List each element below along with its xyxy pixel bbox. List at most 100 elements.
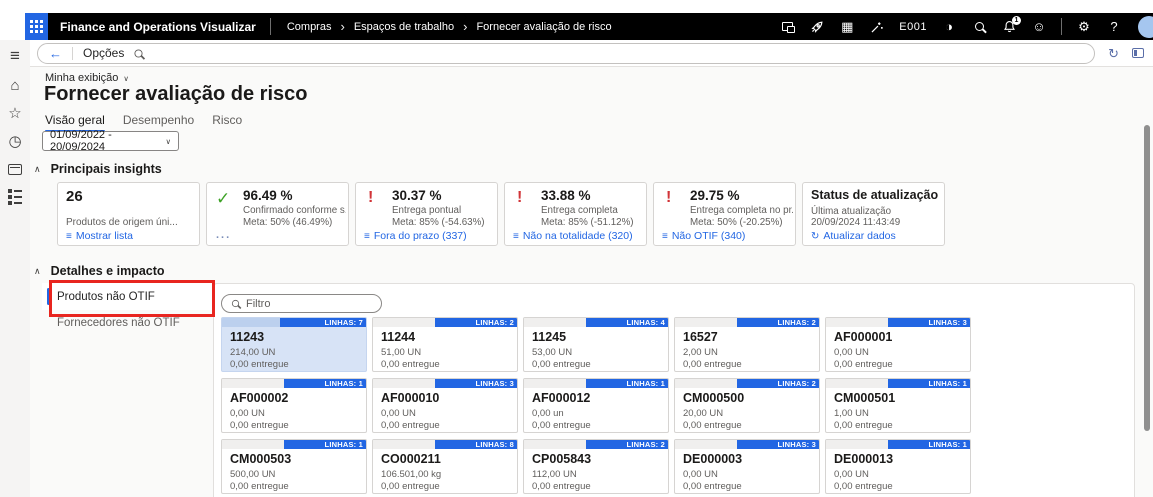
product-tile[interactable]: LINHAS: 8 CO000211 106.501,00 kg 0,00 en… bbox=[372, 439, 518, 494]
vertical-scrollbar[interactable] bbox=[1144, 125, 1150, 431]
kpi-value: 30.37 % bbox=[392, 188, 442, 203]
help-icon[interactable]: ? bbox=[1110, 19, 1118, 34]
tile-lines-label: LINHAS: 3 bbox=[736, 440, 819, 449]
home-icon[interactable]: ⌂ bbox=[10, 76, 20, 94]
breadcrumb-item[interactable]: Espaços de trabalho bbox=[353, 20, 455, 33]
not-full-link[interactable]: ≡ Não na totalidade (320) bbox=[513, 230, 633, 242]
refresh-icon[interactable]: ↻ bbox=[1108, 45, 1119, 61]
breadcrumb-item[interactable]: Fornecer avaliação de risco bbox=[476, 20, 612, 33]
kpi-card-on-time[interactable]: ! 30.37 % Entrega pontual Meta: 85% (-54… bbox=[355, 182, 498, 246]
command-bar-right: ↻ bbox=[1108, 47, 1153, 60]
tile-lines-label: LINHAS: 2 bbox=[585, 440, 668, 449]
tile-quantity: 0,00 UN bbox=[834, 347, 869, 358]
insights-section-title: Principais insights bbox=[50, 162, 162, 176]
more-link[interactable]: ... bbox=[216, 229, 232, 241]
kpi-card-otif[interactable]: ! 29.75 % Entrega completa no pr... Meta… bbox=[653, 182, 796, 246]
product-tile[interactable]: LINHAS: 2 11244 51,00 UN 0,00 entregue bbox=[372, 317, 518, 372]
details-nav-item[interactable]: Fornecedores não OTIF bbox=[57, 316, 180, 329]
product-tile[interactable]: LINHAS: 1 CM000501 1,00 UN 0,00 entregue bbox=[825, 378, 971, 433]
topbar-divider bbox=[269, 18, 271, 35]
tile-delivered: 0,00 entregue bbox=[683, 359, 742, 370]
show-list-link[interactable]: ≡ Mostrar lista bbox=[66, 230, 134, 242]
tile-lines-bar: LINHAS: 1 bbox=[826, 379, 970, 388]
tile-quantity: 500,00 UN bbox=[230, 469, 276, 480]
tile-lines-label: LINHAS: 1 bbox=[887, 440, 970, 449]
wand-icon[interactable] bbox=[869, 19, 885, 35]
product-tile[interactable]: LINHAS: 2 CM000500 20,00 UN 0,00 entregu… bbox=[674, 378, 820, 433]
list-icon: ≡ bbox=[662, 230, 668, 242]
tab[interactable]: Desempenho bbox=[122, 113, 195, 127]
tile-lines-label: LINHAS: 3 bbox=[434, 379, 517, 388]
tile-product-id: CM000500 bbox=[683, 391, 745, 405]
late-link[interactable]: ≡ Fora do prazo (337) bbox=[364, 230, 467, 242]
tab[interactable]: Visão geral bbox=[45, 113, 105, 132]
kpi-label: Entrega completa bbox=[541, 205, 618, 216]
tile-lines-label: LINHAS: 1 bbox=[283, 440, 366, 449]
product-tile[interactable]: LINHAS: 1 DE000013 0,00 UN 0,00 entregue bbox=[825, 439, 971, 494]
kpi-meta: Meta: 50% (46.49%) bbox=[243, 217, 333, 228]
kpi-card-complete[interactable]: ! 33.88 % Entrega completa Meta: 85% (-5… bbox=[504, 182, 647, 246]
tab[interactable]: Risco bbox=[212, 113, 243, 127]
tile-delivered: 0,00 entregue bbox=[532, 359, 591, 370]
kpi-cards-row: 26 Produtos de origem úni... ≡ Mostrar l… bbox=[57, 182, 945, 246]
product-tile[interactable]: LINHAS: 3 DE000003 0,00 UN 0,00 entregue bbox=[674, 439, 820, 494]
alert-icon: ! bbox=[666, 189, 672, 206]
product-tile[interactable]: LINHAS: 7 11243 214,00 UN 0,00 entregue bbox=[221, 317, 367, 372]
kpi-card-confirmed[interactable]: ✓ 96.49 % Confirmado conforme s... Meta:… bbox=[206, 182, 349, 246]
devices-icon[interactable] bbox=[779, 19, 795, 35]
feedback-smiley-icon[interactable]: ☺ bbox=[1032, 19, 1046, 34]
open-panel-icon[interactable] bbox=[1132, 48, 1144, 58]
tile-quantity: 0,00 UN bbox=[381, 408, 416, 419]
notifications-bell-icon[interactable]: 1 bbox=[1001, 15, 1021, 35]
insights-section-header[interactable]: ∧ Principais insights bbox=[34, 162, 162, 176]
product-tile[interactable]: LINHAS: 2 CP005843 112,00 UN 0,00 entreg… bbox=[523, 439, 669, 494]
product-tile[interactable]: LINHAS: 1 AF000002 0,00 UN 0,00 entregue bbox=[221, 378, 367, 433]
user-avatar[interactable] bbox=[1138, 15, 1153, 38]
back-button[interactable]: ← bbox=[49, 45, 62, 61]
tile-product-id: DE000003 bbox=[683, 452, 743, 466]
tile-quantity: 0,00 un bbox=[532, 408, 564, 419]
view-selector[interactable]: Minha exibição ∨ bbox=[45, 72, 129, 84]
product-tile[interactable]: LINHAS: 4 11245 53,00 UN 0,00 entregue bbox=[523, 317, 669, 372]
tile-quantity: 214,00 UN bbox=[230, 347, 276, 358]
product-tile[interactable]: LINHAS: 3 AF000001 0,00 UN 0,00 entregue bbox=[825, 317, 971, 372]
chevron-up-icon: ∧ bbox=[34, 163, 41, 174]
kpi-card-unique-products[interactable]: 26 Produtos de origem úni... ≡ Mostrar l… bbox=[57, 182, 200, 246]
view-selector-label: Minha exibição bbox=[45, 72, 119, 84]
workspaces-icon[interactable] bbox=[8, 161, 22, 177]
search-icon[interactable] bbox=[971, 19, 987, 35]
modules-icon[interactable] bbox=[8, 189, 22, 205]
options-button[interactable]: Opções bbox=[83, 46, 125, 60]
product-tile[interactable]: LINHAS: 1 CM000503 500,00 UN 0,00 entreg… bbox=[221, 439, 367, 494]
tile-lines-bar: LINHAS: 3 bbox=[826, 318, 970, 327]
command-search-icon[interactable] bbox=[134, 48, 143, 58]
details-nav-item[interactable]: Produtos não OTIF bbox=[42, 283, 213, 310]
rocket-icon[interactable] bbox=[809, 19, 825, 35]
product-tile[interactable]: LINHAS: 3 AF000010 0,00 UN 0,00 entregue bbox=[372, 378, 518, 433]
alert-icon: ! bbox=[368, 189, 374, 206]
contrast-icon[interactable]: ◑ bbox=[945, 19, 953, 34]
app-launcher-button[interactable] bbox=[25, 13, 48, 40]
product-tile[interactable]: LINHAS: 2 16527 2,00 UN 0,00 entregue bbox=[674, 317, 820, 372]
kpi-card-refresh-status[interactable]: Status de atualização d... Última atuali… bbox=[802, 182, 945, 246]
recent-clock-icon[interactable]: ◷ bbox=[8, 132, 22, 150]
tile-lines-bar: LINHAS: 4 bbox=[524, 318, 668, 327]
breadcrumb-item[interactable]: Compras bbox=[286, 20, 332, 33]
details-section-header[interactable]: ∧ Detalhes e impacto bbox=[34, 264, 165, 278]
hamburger-menu-icon[interactable]: ≡ bbox=[10, 45, 20, 65]
filter-input[interactable] bbox=[246, 297, 372, 310]
command-bar: ← Opções ↻ bbox=[30, 40, 1153, 67]
calculator-icon[interactable]: ▦ bbox=[841, 19, 854, 34]
date-range-select[interactable]: 01/09/2022 - 20/09/2024 ∨ bbox=[42, 129, 179, 153]
topbar-divider bbox=[1061, 18, 1062, 35]
refresh-data-link[interactable]: ↻ Atualizar dados bbox=[811, 230, 896, 242]
favorites-star-icon[interactable]: ☆ bbox=[8, 104, 22, 122]
list-icon: ≡ bbox=[513, 230, 519, 242]
breadcrumb: Compras › Espaços de trabalho › Fornecer… bbox=[287, 19, 612, 34]
tile-delivered: 0,00 entregue bbox=[381, 359, 440, 370]
product-tile[interactable]: LINHAS: 1 AF000012 0,00 un 0,00 entregue bbox=[523, 378, 669, 433]
tile-delivered: 0,00 entregue bbox=[834, 359, 893, 370]
not-otif-link[interactable]: ≡ Não OTIF (340) bbox=[662, 230, 746, 242]
settings-gear-icon[interactable]: ⚙ bbox=[1078, 19, 1090, 34]
chevron-down-icon: ∨ bbox=[165, 136, 172, 146]
